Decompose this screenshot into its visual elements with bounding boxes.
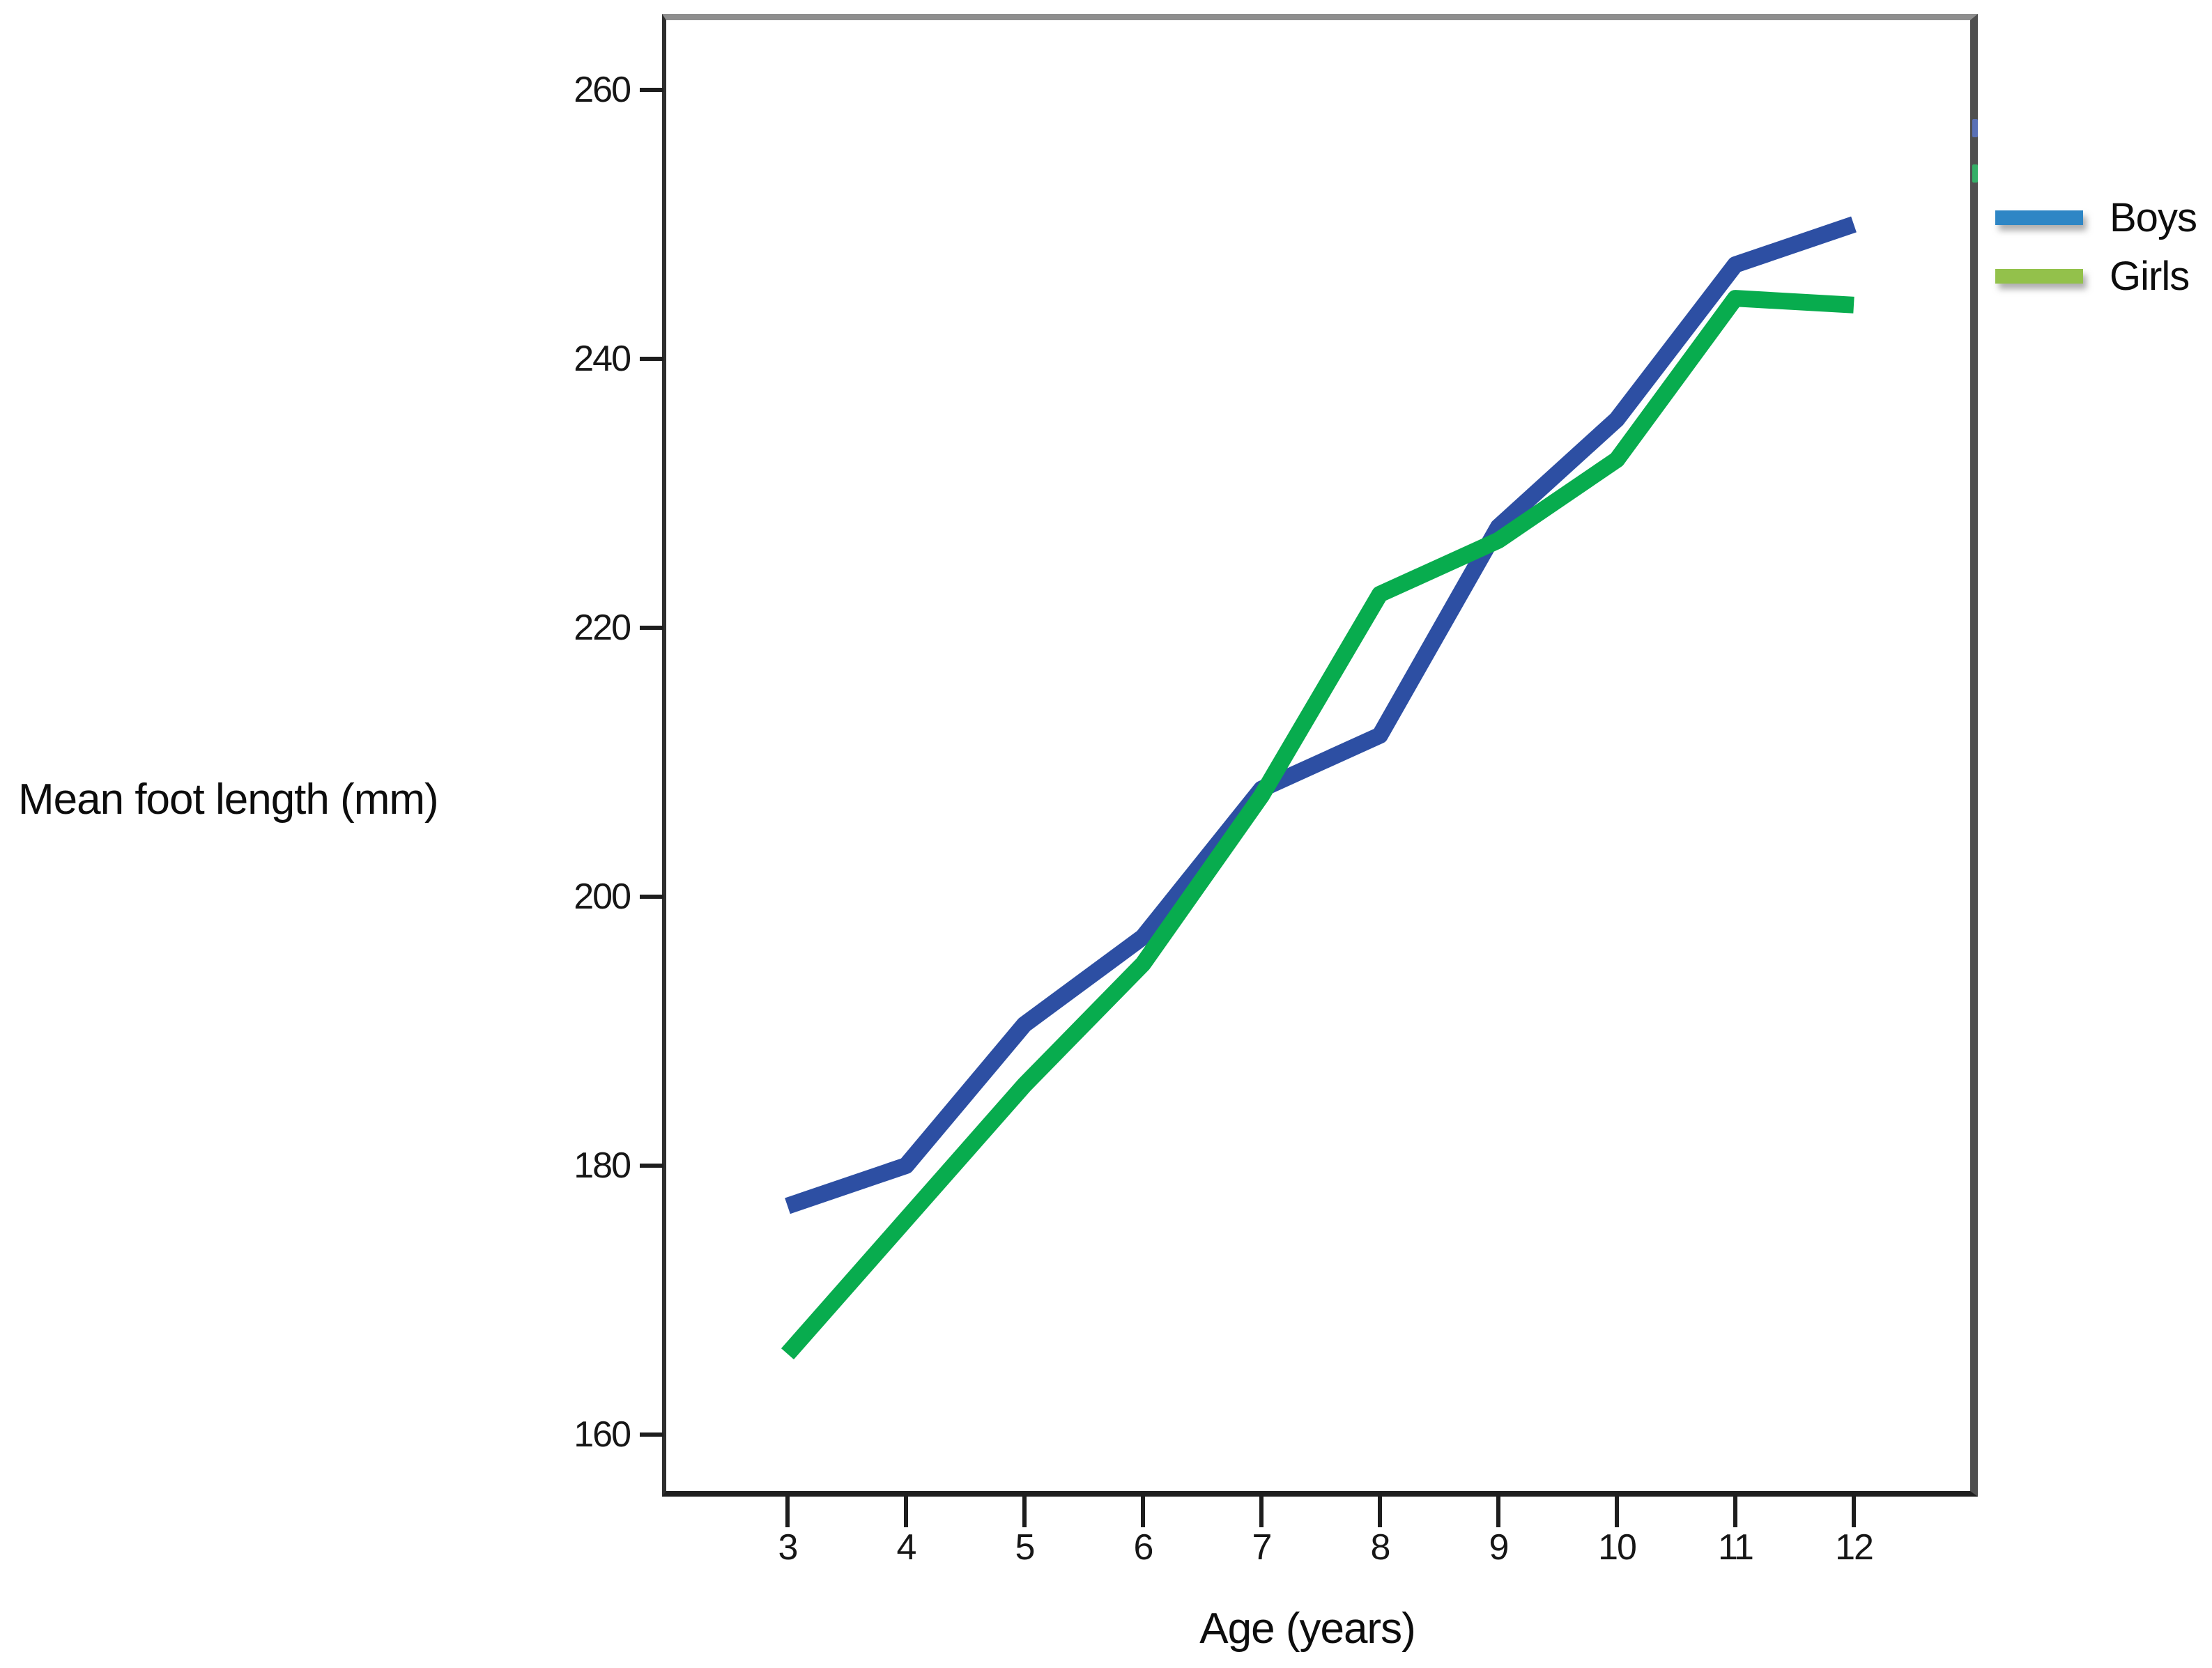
legend-swatch-boys [1995, 210, 2083, 225]
y-tick-label: 220 [574, 608, 630, 648]
x-tick-label: 3 [778, 1527, 797, 1568]
y-tick-label: 240 [574, 339, 630, 379]
x-axis-title: Age (years) [1199, 1605, 1415, 1653]
y-axis-title: Mean foot length (mm) [18, 775, 439, 824]
clipped-line-artifact-boys [1972, 119, 1978, 137]
y-tick-label: 160 [574, 1414, 630, 1455]
x-tick-label: 6 [1134, 1527, 1153, 1568]
x-tick-label: 9 [1489, 1527, 1508, 1568]
x-tick-label: 10 [1598, 1527, 1636, 1568]
boys-line [785, 216, 1857, 1214]
x-tick-label: 11 [1718, 1527, 1753, 1568]
y-tick-label: 200 [574, 877, 630, 917]
clipped-line-artifact-girls [1972, 164, 1978, 183]
y-tick-label: 260 [574, 70, 630, 110]
legend-swatch-girls [1995, 268, 2083, 284]
legend-label-girls: Girls [2110, 253, 2190, 299]
x-tick-label: 8 [1371, 1527, 1390, 1568]
legend: Boys Girls [1995, 188, 2197, 305]
x-tick-label: 5 [1015, 1527, 1034, 1568]
x-tick-label: 4 [897, 1527, 916, 1568]
girls-line [781, 290, 1854, 1360]
legend-item-girls: Girls [1995, 247, 2197, 305]
y-tick-label: 180 [574, 1145, 630, 1186]
x-tick-label: 12 [1835, 1527, 1873, 1568]
x-tick-label: 7 [1252, 1527, 1271, 1568]
legend-label-boys: Boys [2110, 194, 2197, 240]
legend-item-boys: Boys [1995, 188, 2197, 247]
